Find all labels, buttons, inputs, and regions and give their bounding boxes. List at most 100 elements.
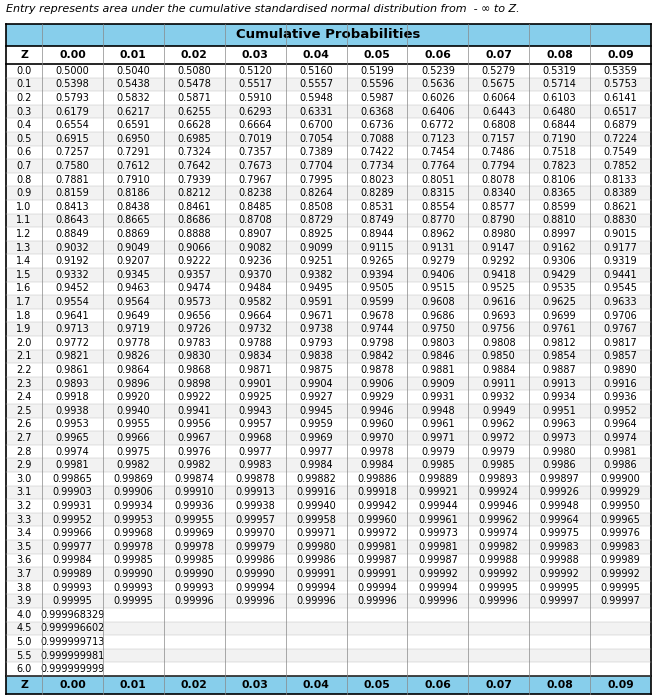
Text: 0.99897: 0.99897 — [539, 474, 579, 484]
Text: 0.99992: 0.99992 — [539, 569, 579, 579]
Text: 0.6985: 0.6985 — [177, 134, 211, 144]
Text: 0.03: 0.03 — [242, 50, 269, 60]
Bar — [6, 24, 651, 46]
Text: 0.9972: 0.9972 — [482, 433, 516, 443]
Text: 0.9986: 0.9986 — [604, 460, 637, 470]
Text: 0.9452: 0.9452 — [55, 283, 89, 293]
Text: 0.8340: 0.8340 — [482, 188, 516, 198]
Text: 0.9976: 0.9976 — [177, 447, 211, 456]
Text: 0.9357: 0.9357 — [177, 270, 211, 280]
Text: 0.7823: 0.7823 — [543, 161, 577, 171]
Text: 0.9842: 0.9842 — [360, 351, 394, 362]
Text: 0.7852: 0.7852 — [604, 161, 637, 171]
Text: 0.05: 0.05 — [363, 50, 390, 60]
Bar — [6, 77, 651, 91]
Text: 0.999968329: 0.999968329 — [40, 610, 104, 620]
Text: 0.9545: 0.9545 — [604, 283, 637, 293]
Bar — [6, 472, 651, 486]
Text: 0.99988: 0.99988 — [540, 556, 579, 565]
Text: 0.9830: 0.9830 — [177, 351, 211, 362]
Text: 0.99993: 0.99993 — [174, 583, 214, 593]
Bar — [6, 554, 651, 567]
Text: 0.5753: 0.5753 — [604, 80, 637, 89]
Text: 0.99913: 0.99913 — [235, 487, 275, 498]
Text: 0.7291: 0.7291 — [116, 147, 150, 158]
Text: 0.9192: 0.9192 — [56, 256, 89, 266]
Text: 0.00: 0.00 — [59, 50, 86, 60]
Text: 0.99978: 0.99978 — [174, 542, 214, 552]
Text: 0.99976: 0.99976 — [600, 528, 641, 538]
Text: 2.7: 2.7 — [16, 433, 32, 443]
Text: 0.9279: 0.9279 — [421, 256, 455, 266]
Text: 0.9699: 0.9699 — [543, 311, 576, 320]
Text: 0.9726: 0.9726 — [177, 324, 211, 334]
Bar — [6, 91, 651, 105]
Text: 0.9505: 0.9505 — [360, 283, 394, 293]
Bar — [6, 595, 651, 608]
Text: 0.9871: 0.9871 — [238, 365, 272, 375]
Text: 0.7324: 0.7324 — [177, 147, 211, 158]
Text: 0.9671: 0.9671 — [299, 311, 333, 320]
Text: 0.6217: 0.6217 — [116, 107, 150, 117]
Text: 1.4: 1.4 — [16, 256, 32, 266]
Text: 0.99968: 0.99968 — [114, 528, 153, 538]
Text: 0.7454: 0.7454 — [421, 147, 455, 158]
Text: 0.7549: 0.7549 — [604, 147, 637, 158]
Text: 0.8315: 0.8315 — [421, 188, 455, 198]
Text: 0.5636: 0.5636 — [421, 80, 455, 89]
Text: 0.9319: 0.9319 — [604, 256, 637, 266]
Text: 0.9664: 0.9664 — [238, 311, 272, 320]
Text: 0.8599: 0.8599 — [543, 202, 577, 211]
Bar — [6, 119, 651, 132]
Text: 0.9: 0.9 — [16, 188, 32, 198]
Text: 0.5080: 0.5080 — [177, 66, 211, 76]
Text: 0.99957: 0.99957 — [235, 514, 275, 525]
Text: 0.9838: 0.9838 — [299, 351, 333, 362]
Text: 0.7357: 0.7357 — [238, 147, 272, 158]
Text: 0.999996602: 0.999996602 — [40, 623, 104, 633]
Text: 0.6628: 0.6628 — [177, 120, 211, 131]
Text: 0.99986: 0.99986 — [296, 556, 336, 565]
Text: 0.8264: 0.8264 — [299, 188, 333, 198]
Text: 0.9884: 0.9884 — [482, 365, 516, 375]
Text: 0.8749: 0.8749 — [360, 216, 394, 225]
Text: 0.99970: 0.99970 — [235, 528, 275, 538]
Text: 0.7794: 0.7794 — [482, 161, 516, 171]
Text: 0.5832: 0.5832 — [116, 93, 150, 103]
Text: 0.99995: 0.99995 — [53, 596, 93, 606]
Text: 0.9974: 0.9974 — [604, 433, 637, 443]
Text: 0.08: 0.08 — [546, 680, 573, 690]
Text: 0.8485: 0.8485 — [238, 202, 272, 211]
Text: 0.99910: 0.99910 — [174, 487, 214, 498]
Text: 0.9904: 0.9904 — [299, 378, 333, 389]
Text: 0.9834: 0.9834 — [238, 351, 272, 362]
Bar — [6, 390, 651, 404]
Text: 0.9985: 0.9985 — [482, 460, 516, 470]
Text: 0.6: 0.6 — [16, 147, 32, 158]
Bar — [6, 295, 651, 309]
Text: 0.9591: 0.9591 — [299, 297, 333, 307]
Text: 0.9929: 0.9929 — [360, 392, 394, 402]
Text: 0.99900: 0.99900 — [600, 474, 641, 484]
Text: 0.99878: 0.99878 — [235, 474, 275, 484]
Text: 0.9878: 0.9878 — [360, 365, 394, 375]
Text: 0.99996: 0.99996 — [235, 596, 275, 606]
Text: 0.8708: 0.8708 — [238, 216, 272, 225]
Text: 0.99938: 0.99938 — [235, 501, 275, 511]
Bar — [6, 404, 651, 417]
Text: 0.9982: 0.9982 — [116, 460, 150, 470]
Text: 0.7734: 0.7734 — [360, 161, 394, 171]
Text: 0.99934: 0.99934 — [114, 501, 153, 511]
Text: 0.9783: 0.9783 — [177, 338, 211, 348]
Text: 0.5517: 0.5517 — [238, 80, 272, 89]
Text: 0.7580: 0.7580 — [55, 161, 89, 171]
Text: 0.99965: 0.99965 — [600, 514, 641, 525]
Text: 0.7612: 0.7612 — [116, 161, 150, 171]
Text: 0.99987: 0.99987 — [357, 556, 397, 565]
Text: 0.6179: 0.6179 — [56, 107, 89, 117]
Text: 0.6554: 0.6554 — [55, 120, 89, 131]
Text: 0.99980: 0.99980 — [296, 542, 336, 552]
Bar — [6, 64, 651, 77]
Text: 0.99994: 0.99994 — [357, 583, 397, 593]
Text: 0.99979: 0.99979 — [235, 542, 275, 552]
